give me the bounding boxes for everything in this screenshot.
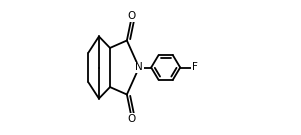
Text: N: N [135, 63, 143, 72]
Text: F: F [192, 63, 198, 72]
Text: O: O [128, 114, 136, 124]
Text: O: O [128, 11, 136, 21]
